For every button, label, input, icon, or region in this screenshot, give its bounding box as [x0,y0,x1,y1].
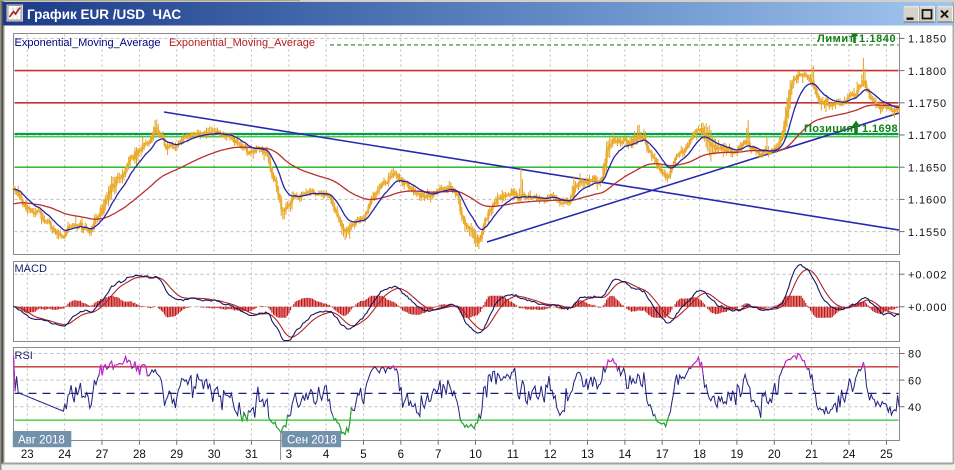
svg-text:14: 14 [619,449,632,461]
svg-text:18: 18 [693,449,706,461]
svg-text:12: 12 [544,449,557,461]
svg-text:40: 40 [908,402,922,414]
svg-text:Позиция: Позиция [804,123,853,135]
svg-text:31: 31 [245,449,258,461]
svg-text:27: 27 [96,449,109,461]
svg-text:1.1800: 1.1800 [908,66,947,78]
svg-text:29: 29 [170,449,183,461]
svg-text:6: 6 [398,449,404,461]
svg-text:60: 60 [908,375,922,387]
svg-text:1.1698: 1.1698 [862,123,898,135]
svg-text:1.1650: 1.1650 [908,162,947,174]
svg-text:20: 20 [768,449,781,461]
svg-text:28: 28 [133,449,146,461]
svg-text:1.1750: 1.1750 [908,98,947,110]
svg-text:Exponential_Moving_Average: Exponential_Moving_Average [169,37,315,49]
svg-text:5: 5 [360,449,366,461]
svg-text:11: 11 [507,449,519,461]
svg-text:21: 21 [805,449,818,461]
svg-text:23: 23 [21,449,34,461]
svg-text:1.1550: 1.1550 [908,227,947,239]
svg-text:25: 25 [880,449,893,461]
svg-text:1.1850: 1.1850 [908,34,947,46]
svg-text:3: 3 [286,449,292,461]
svg-text:+0.000: +0.000 [908,302,947,314]
svg-text:19: 19 [731,449,744,461]
svg-text:RSI: RSI [15,350,33,362]
svg-text:1.1840: 1.1840 [859,33,896,45]
svg-text:Сен 2018: Сен 2018 [287,435,337,447]
svg-text:30: 30 [208,449,221,461]
svg-text:Авг 2018: Авг 2018 [18,435,65,447]
svg-text:80: 80 [908,349,922,361]
svg-text:4: 4 [323,449,330,461]
svg-text:График EUR /USD ЧАС: График EUR /USD ЧАС [27,7,181,22]
svg-text:Лимит: Лимит [817,33,855,45]
svg-text:+0.002: +0.002 [908,269,947,281]
svg-text:17: 17 [656,449,669,461]
svg-text:1.1600: 1.1600 [908,195,947,207]
svg-text:7: 7 [435,449,441,461]
svg-text:1.1700: 1.1700 [908,130,947,142]
svg-text:13: 13 [581,449,594,461]
svg-text:MACD: MACD [15,263,47,275]
svg-text:10: 10 [469,449,482,461]
svg-text:24: 24 [58,449,71,461]
svg-text:24: 24 [843,449,856,461]
svg-text:Exponential_Moving_Average: Exponential_Moving_Average [15,37,161,49]
